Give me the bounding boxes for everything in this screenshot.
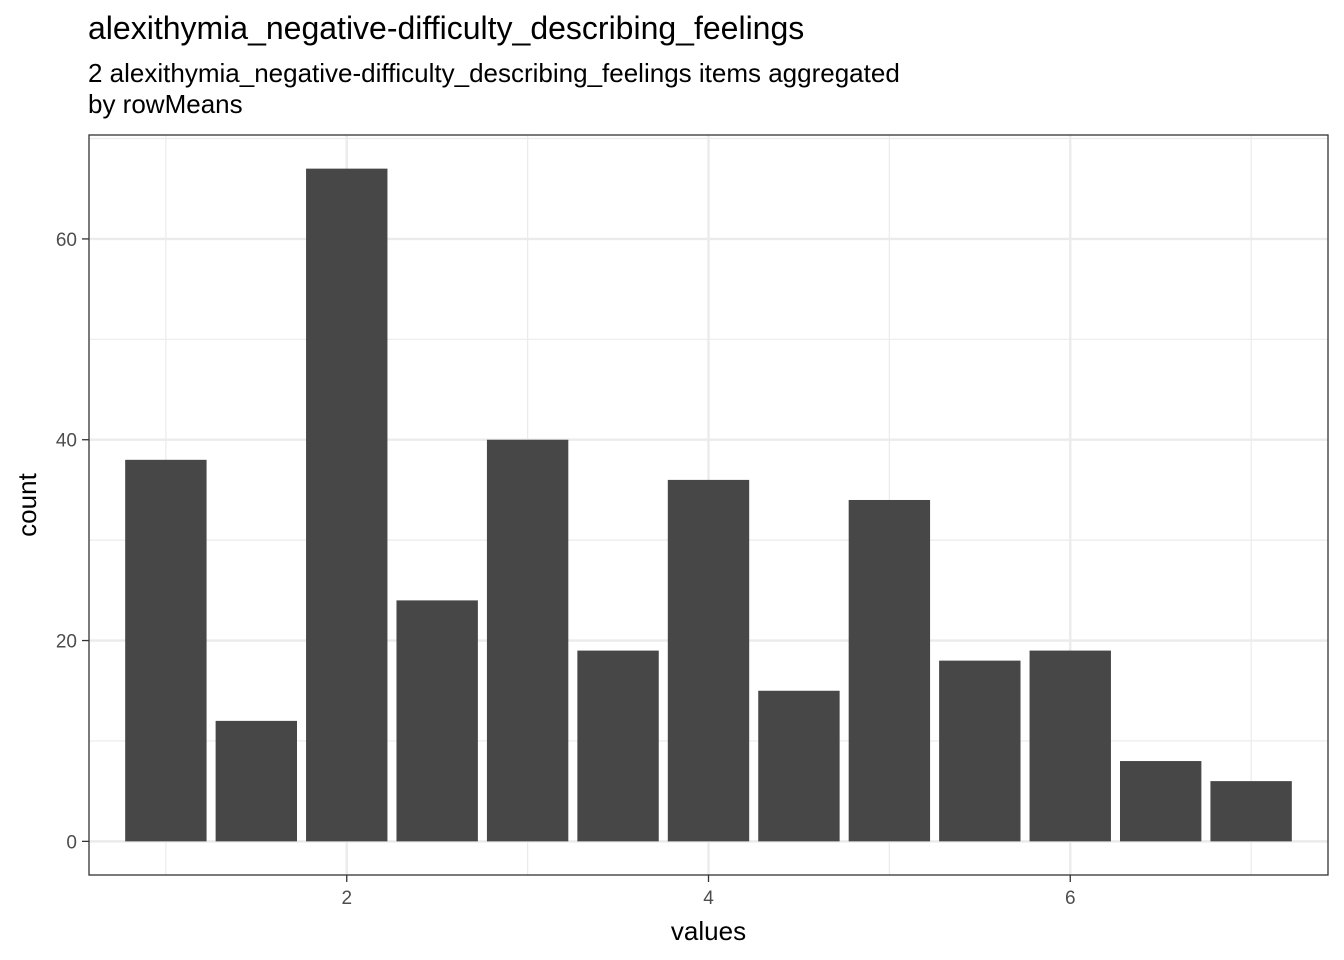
chart-subtitle: 2 alexithymia_negative-difficulty_descri…	[88, 58, 900, 120]
x-axis: 2 4 6	[341, 875, 1076, 909]
y-axis-title: count	[12, 472, 42, 536]
bar-11	[1119, 761, 1202, 842]
chart-subtitle-line-2: by rowMeans	[88, 89, 243, 119]
bar-8	[848, 499, 931, 842]
x-axis-title: values	[671, 916, 746, 946]
bar-1	[215, 720, 298, 842]
bars	[125, 168, 1292, 842]
y-tick-label-0: 0	[66, 832, 77, 853]
y-tick-label-3: 60	[56, 230, 77, 251]
x-tick-label-2: 6	[1065, 888, 1076, 909]
chart-subtitle-line-1: 2 alexithymia_negative-difficulty_descri…	[88, 58, 900, 88]
bar-9	[939, 660, 1021, 842]
x-tick-label-0: 2	[341, 888, 352, 909]
bar-5	[577, 650, 659, 842]
y-tick-label-2: 40	[56, 431, 77, 452]
bar-4	[486, 439, 569, 842]
chart-title: alexithymia_negative-difficulty_describi…	[88, 10, 805, 46]
bar-3	[396, 600, 478, 842]
x-tick-label-1: 4	[703, 888, 714, 909]
bar-6	[667, 479, 750, 842]
y-axis: 0 20 40 60	[56, 230, 89, 853]
y-tick-label-1: 20	[56, 632, 77, 653]
bar-2	[306, 168, 388, 842]
bar-10	[1029, 650, 1111, 842]
bar-7	[758, 690, 840, 842]
bar-0	[125, 459, 207, 842]
bar-12	[1210, 781, 1292, 842]
